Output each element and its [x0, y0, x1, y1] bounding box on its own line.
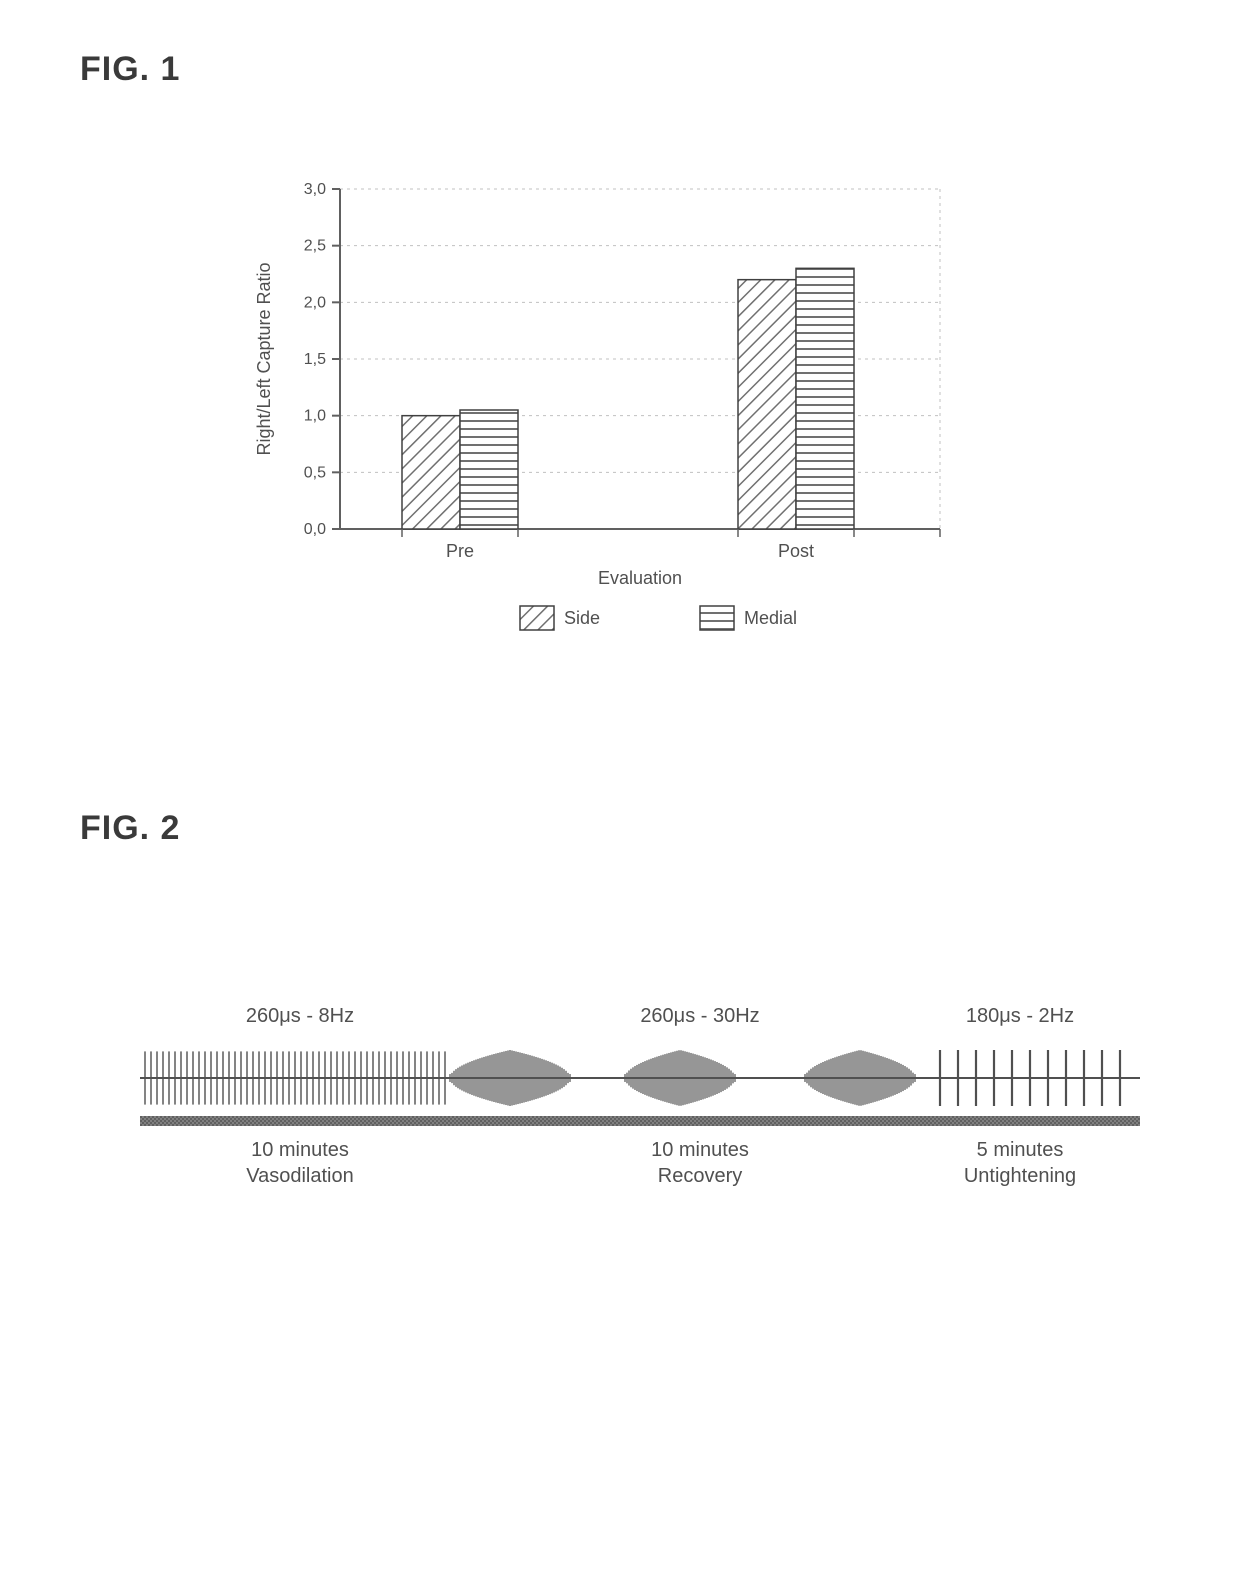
svg-text:260μs - 8Hz: 260μs - 8Hz: [246, 1005, 354, 1027]
svg-text:Side: Side: [564, 608, 600, 628]
svg-text:0,5: 0,5: [304, 464, 326, 481]
svg-text:0,0: 0,0: [304, 521, 326, 538]
svg-text:2,0: 2,0: [304, 294, 326, 311]
svg-text:Evaluation: Evaluation: [598, 568, 682, 588]
svg-text:1,5: 1,5: [304, 351, 326, 368]
svg-text:2,5: 2,5: [304, 238, 326, 255]
svg-text:3,0: 3,0: [304, 181, 326, 198]
svg-text:260μs - 30Hz: 260μs - 30Hz: [640, 1005, 759, 1027]
figure-2-label: FIG. 2: [80, 809, 1160, 848]
svg-text:Recovery: Recovery: [658, 1165, 742, 1187]
svg-text:Post: Post: [778, 541, 814, 561]
svg-text:10 minutes: 10 minutes: [251, 1139, 349, 1161]
svg-text:Right/Left Capture Ratio: Right/Left Capture Ratio: [254, 262, 274, 455]
svg-text:Vasodilation: Vasodilation: [246, 1165, 353, 1187]
figure-1-label: FIG. 1: [80, 50, 1160, 89]
svg-text:5 minutes: 5 minutes: [977, 1139, 1064, 1161]
svg-text:180μs - 2Hz: 180μs - 2Hz: [966, 1005, 1074, 1027]
svg-text:10 minutes: 10 minutes: [651, 1139, 749, 1161]
figure-1-chart: 0,0 0,5 1,0 1,5 2,0 2,5 3,0 Right/Left Capture …: [220, 169, 1000, 689]
svg-text:Untightening: Untightening: [964, 1165, 1076, 1187]
svg-text:Pre: Pre: [446, 541, 474, 561]
svg-text:1,0: 1,0: [304, 408, 326, 425]
page: FIG. 1 0,00,51,01,52,02,53,0Ri: [0, 0, 1240, 1582]
figure-2-timeline: 260μs - 8Hz 10 minutes Vasodilation 260μs -…: [120, 948, 1160, 1208]
svg-text:Medial: Medial: [744, 608, 797, 628]
